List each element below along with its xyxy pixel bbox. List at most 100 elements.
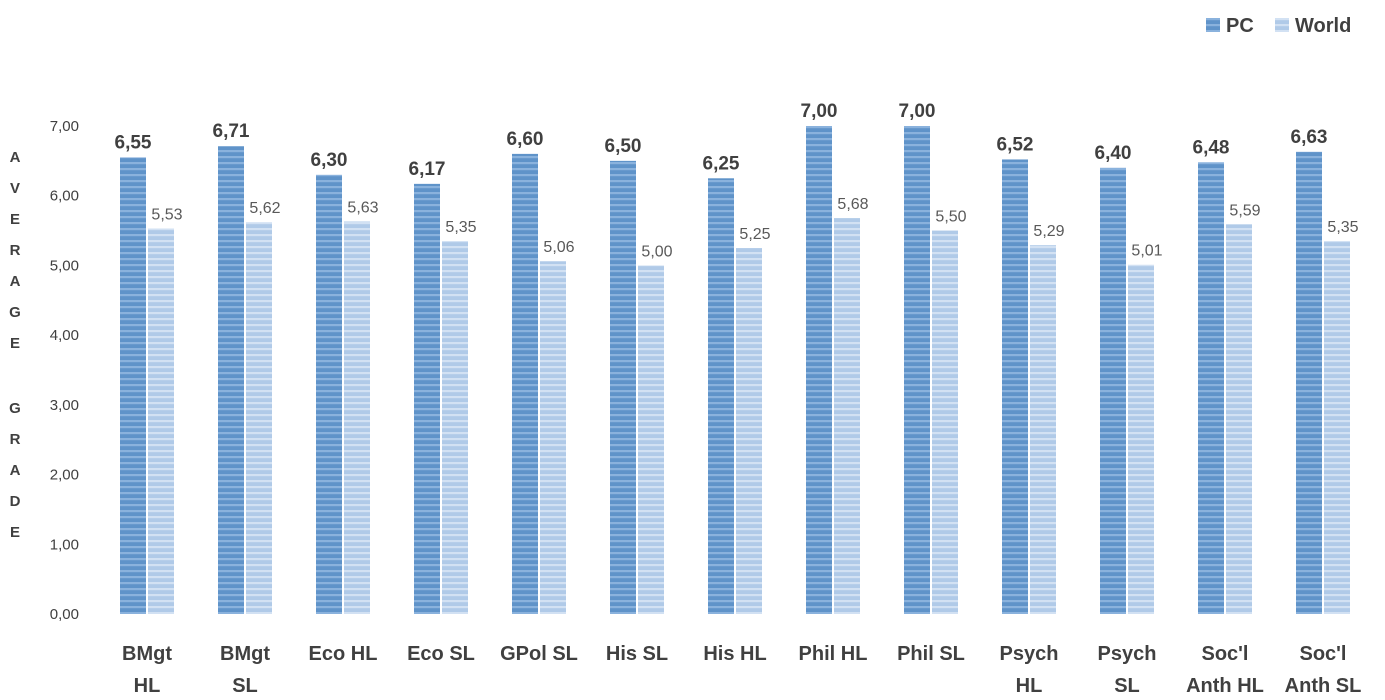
bar-pc [1100,167,1126,615]
y-axis-label-letter: A [10,149,21,166]
x-tick-label: SL [232,675,258,697]
bar-pc [1002,159,1028,614]
y-tick-label: 2,00 [50,467,79,484]
y-axis-label-letter: D [10,493,21,510]
x-tick-label: Soc'l [1300,643,1347,665]
x-tick-label: BMgt [122,643,172,665]
bar-pc [904,126,930,614]
bar-world [736,248,762,614]
bar-pc [414,183,440,614]
data-label-world: 5,53 [151,206,182,223]
x-axis-ticks: BMgt HL BMgt SL Eco HL Eco SL GPol SL His SL His… [122,643,1361,697]
data-label-pc: 6,30 [311,150,348,171]
data-label-world: 5,35 [445,219,476,236]
data-label-world: 5,29 [1033,223,1064,240]
data-label-pc: 6,60 [507,129,544,150]
y-axis-label-letter: E [10,211,20,228]
data-label-pc: 6,25 [703,153,740,174]
x-tick-label: Psych [1098,643,1157,665]
bar-world [148,228,174,615]
bar-world [246,222,272,614]
data-label-pc: 6,48 [1193,137,1230,158]
bar-world [442,241,468,614]
bar-pc [316,174,342,615]
y-tick-label: 4,00 [50,327,79,344]
y-axis-label-letter: E [10,524,20,541]
data-label-pc: 6,71 [213,121,250,142]
y-axis-label-letter: G [9,400,21,417]
bar-pc [1296,151,1322,614]
y-axis-label-letter: E [10,335,20,352]
y-axis-label-letter: G [9,304,21,321]
bar-world [1324,241,1350,614]
bar-pc [512,153,538,614]
bar-world [540,261,566,614]
bar-world [1226,224,1252,614]
y-axis-label-letter: V [10,180,20,197]
x-tick-label: HL [1016,675,1043,697]
data-label-pc: 7,00 [801,101,838,122]
bar-pc [806,126,832,614]
bar-pc [1198,162,1224,614]
bar-pc [120,157,146,614]
data-label-world: 5,25 [739,226,770,243]
legend-swatch [1206,18,1220,32]
data-label-world: 5,00 [641,243,672,260]
data-label-world: 5,01 [1131,243,1162,260]
legend-swatch [1275,18,1289,32]
x-tick-label: SL [1114,675,1140,697]
y-axis-label-letter: R [10,431,21,448]
bars [120,126,1350,615]
y-axis-label-letter: A [10,462,21,479]
x-tick-label: Soc'l [1202,643,1249,665]
y-axis-ticks: 0,00 1,00 2,00 3,00 4,00 5,00 6,00 7,00 [50,118,79,623]
data-label-world: 5,63 [347,200,378,217]
x-tick-label: His HL [703,643,766,665]
x-tick-label: Phil SL [897,643,965,665]
data-label-world: 5,06 [543,239,574,256]
x-tick-label: Anth HL [1186,675,1264,697]
bar-pc [708,178,734,615]
data-label-world: 5,50 [935,209,966,226]
y-tick-label: 3,00 [50,397,79,414]
x-tick-label: His SL [606,643,668,665]
data-label-pc: 6,40 [1095,143,1132,164]
y-tick-label: 1,00 [50,536,79,553]
x-tick-label: HL [134,675,161,697]
data-label-pc: 6,17 [409,159,446,180]
x-tick-label: Psych [1000,643,1059,665]
y-tick-label: 7,00 [50,118,79,135]
data-label-pc: 6,50 [605,136,642,157]
bar-pc [610,160,636,614]
bar-world [932,230,958,615]
data-label-pc: 7,00 [899,101,936,122]
bar-world [1128,264,1154,614]
data-label-world: 5,35 [1327,219,1358,236]
x-tick-label: GPol SL [500,643,578,665]
legend-label: World [1295,15,1351,37]
y-tick-label: 6,00 [50,188,79,205]
y-tick-label: 0,00 [50,606,79,623]
x-tick-label: Eco HL [309,643,378,665]
data-label-world: 5,59 [1229,202,1260,219]
data-label-pc: 6,55 [115,132,152,153]
legend-label: PC [1226,15,1254,37]
y-axis-label-letter: A [10,273,21,290]
x-tick-label: Anth SL [1285,675,1362,697]
bar-world [1030,245,1056,614]
data-label-world: 5,68 [837,196,868,213]
y-axis-label-letter: R [10,242,21,259]
x-tick-label: Phil HL [799,643,868,665]
legend: PC World [1206,15,1351,37]
bar-world [344,221,370,614]
data-label-pc: 6,52 [997,134,1034,155]
data-label-world: 5,62 [249,200,280,217]
data-labels: 6,55 5,53 6,71 5,62 6,30 5,63 6,17 5,35 6,60 5,06… [115,101,1359,260]
bar-pc [218,146,244,614]
bar-world [638,265,664,614]
bar-world [834,218,860,614]
data-label-pc: 6,63 [1291,127,1328,148]
